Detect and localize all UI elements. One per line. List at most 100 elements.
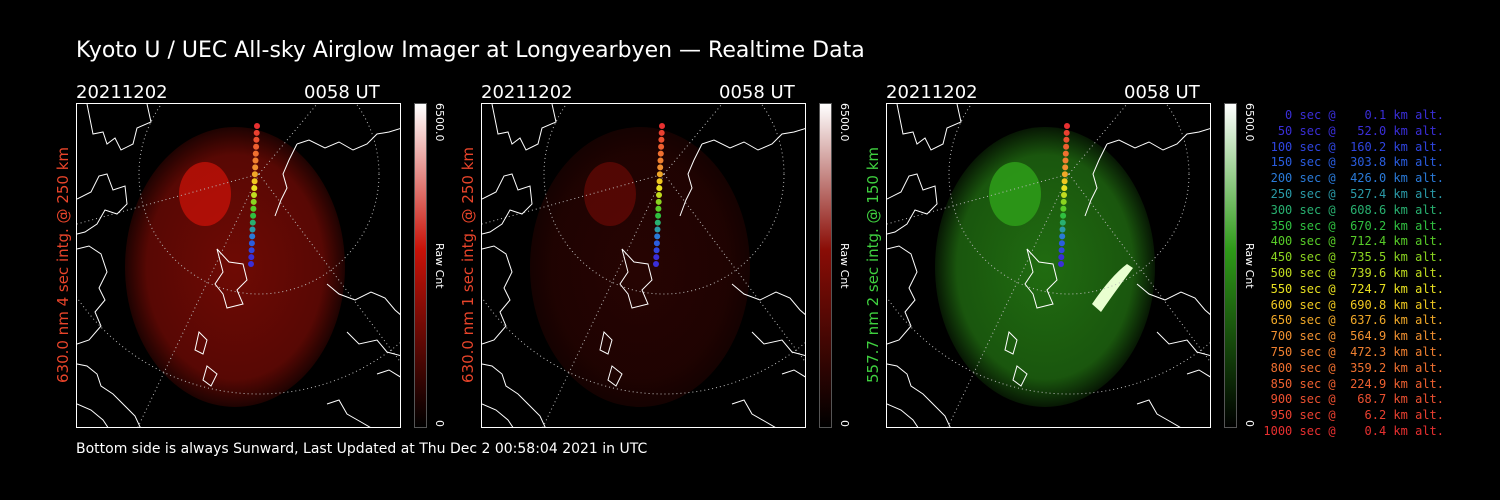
legend-row: 500 sec @ 739.6 km alt.	[1263, 265, 1444, 280]
trajectory-point	[654, 226, 661, 233]
trajectory-point	[655, 205, 662, 212]
panel1-colorbar-max: 6500.0	[433, 103, 446, 142]
legend-row: 700 sec @ 564.9 km alt.	[1263, 329, 1444, 344]
legend-row: 350 sec @ 670.2 km alt.	[1263, 218, 1444, 233]
legend-row: 450 sec @ 735.5 km alt.	[1263, 250, 1444, 265]
trajectory-point	[249, 226, 256, 233]
legend-row: 300 sec @ 608.6 km alt.	[1263, 202, 1444, 217]
trajectory-point	[249, 233, 256, 240]
panel2-colorbar	[819, 103, 832, 428]
rocket-trajectory	[248, 123, 260, 267]
panel1-colorbar	[414, 103, 427, 428]
panel1-wavelength-label: 630.0 nm 4 sec intg. @ 250 km	[54, 146, 72, 384]
legend-row: 650 sec @ 637.6 km alt.	[1263, 313, 1444, 328]
page-title: Kyoto U / UEC All-sky Airglow Imager at …	[76, 38, 865, 63]
trajectory-point	[1058, 254, 1065, 261]
legend-row: 1000 sec @ 0.4 km alt.	[1263, 423, 1444, 438]
trajectory-point	[248, 261, 254, 267]
panel3-date: 20211202	[886, 82, 978, 103]
legend-row: 800 sec @ 359.2 km alt.	[1263, 360, 1444, 375]
legend-row: 50 sec @ 52.0 km alt.	[1263, 123, 1444, 138]
legend-row: 0 sec @ 0.1 km alt.	[1263, 108, 1444, 122]
trajectory-point	[1060, 205, 1067, 212]
panel3-time: 0058 UT	[1124, 82, 1200, 103]
trajectory-point	[1061, 178, 1068, 185]
panel2-time: 0058 UT	[719, 82, 795, 103]
trajectory-point	[1058, 247, 1065, 254]
panel3-colorbar-min: 0	[1243, 420, 1256, 427]
legend-row: 250 sec @ 527.4 km alt.	[1263, 186, 1444, 201]
trajectory-point	[252, 164, 259, 171]
geographic-grid	[887, 104, 1210, 427]
trajectory-point	[250, 205, 257, 212]
legend-row: 400 sec @ 712.4 km alt.	[1263, 234, 1444, 249]
trajectory-point	[251, 192, 257, 198]
trajectory-point	[251, 178, 258, 185]
legend-row: 100 sec @ 160.2 km alt.	[1263, 139, 1444, 154]
altitude-legend: 0 sec @ 0.1 km alt. 50 sec @ 52.0 km alt…	[1263, 108, 1444, 440]
legend-row: 600 sec @ 690.8 km alt.	[1263, 297, 1444, 312]
rocket-trajectory	[653, 123, 665, 267]
trajectory-point	[653, 240, 660, 247]
trajectory-point	[248, 254, 255, 261]
panel1-colorbar-min: 0	[433, 420, 446, 427]
trajectory-point	[1061, 171, 1068, 178]
trajectory-point	[248, 240, 255, 247]
aurora-bright-arc	[1092, 264, 1133, 312]
panel2-colorbar-min: 0	[838, 420, 851, 427]
trajectory-point	[253, 129, 260, 136]
trajectory-point	[250, 212, 257, 219]
legend-row: 550 sec @ 724.7 km alt.	[1263, 281, 1444, 296]
legend-row: 750 sec @ 472.3 km alt.	[1263, 344, 1444, 359]
trajectory-point	[249, 219, 256, 226]
trajectory-point	[248, 247, 255, 254]
airglow-bright-patch	[989, 162, 1041, 226]
trajectory-point	[1062, 157, 1069, 164]
allsky-airglow-field	[125, 127, 345, 407]
trajectory-point	[653, 261, 659, 267]
legend-row: 950 sec @ 6.2 km alt.	[1263, 408, 1444, 423]
panel2-allsky-image	[481, 103, 806, 428]
trajectory-point	[1059, 233, 1066, 240]
trajectory-point	[252, 157, 259, 164]
trajectory-point	[250, 198, 257, 205]
trajectory-point	[653, 247, 660, 254]
panel1-date: 20211202	[76, 82, 168, 103]
panel1-colorbar-unit: Raw Cnt	[433, 243, 446, 289]
rocket-trajectory	[1058, 123, 1070, 267]
geographic-grid	[482, 104, 805, 427]
panel2-colorbar-unit: Raw Cnt	[838, 243, 851, 289]
trajectory-point	[656, 171, 663, 178]
trajectory-point	[655, 212, 662, 219]
panel3-wavelength-label: 557.7 nm 2 sec intg. @ 150 km	[864, 146, 882, 384]
trajectory-point	[656, 192, 662, 198]
trajectory-point	[655, 198, 662, 205]
coastlines	[77, 104, 400, 427]
trajectory-point	[1063, 136, 1070, 143]
trajectory-point	[253, 143, 260, 150]
trajectory-point	[654, 233, 661, 240]
trajectory-point	[653, 254, 660, 261]
allsky-airglow-field	[530, 127, 750, 407]
panel1-allsky-image	[76, 103, 401, 428]
legend-row: 850 sec @ 224.9 km alt.	[1263, 376, 1444, 391]
panel2-wavelength-label: 630.0 nm 1 sec intg. @ 250 km	[459, 146, 477, 384]
trajectory-point	[656, 178, 663, 185]
geographic-grid	[77, 104, 400, 427]
legend-row: 150 sec @ 303.8 km alt.	[1263, 155, 1444, 170]
trajectory-point	[1058, 261, 1064, 267]
trajectory-point	[658, 143, 665, 150]
trajectory-point	[1061, 192, 1067, 198]
panel3-colorbar-max: 6500.0	[1243, 103, 1256, 142]
trajectory-point	[251, 171, 258, 178]
trajectory-point	[1059, 226, 1066, 233]
airglow-bright-patch	[584, 162, 636, 226]
trajectory-point	[1060, 198, 1067, 205]
trajectory-point	[253, 136, 260, 143]
footer-note: Bottom side is always Sunward, Last Upda…	[76, 441, 648, 457]
panel3-colorbar	[1224, 103, 1237, 428]
trajectory-point	[1064, 123, 1070, 129]
coastlines	[887, 104, 1210, 427]
trajectory-point	[658, 129, 665, 136]
panel3-allsky-image	[886, 103, 1211, 428]
